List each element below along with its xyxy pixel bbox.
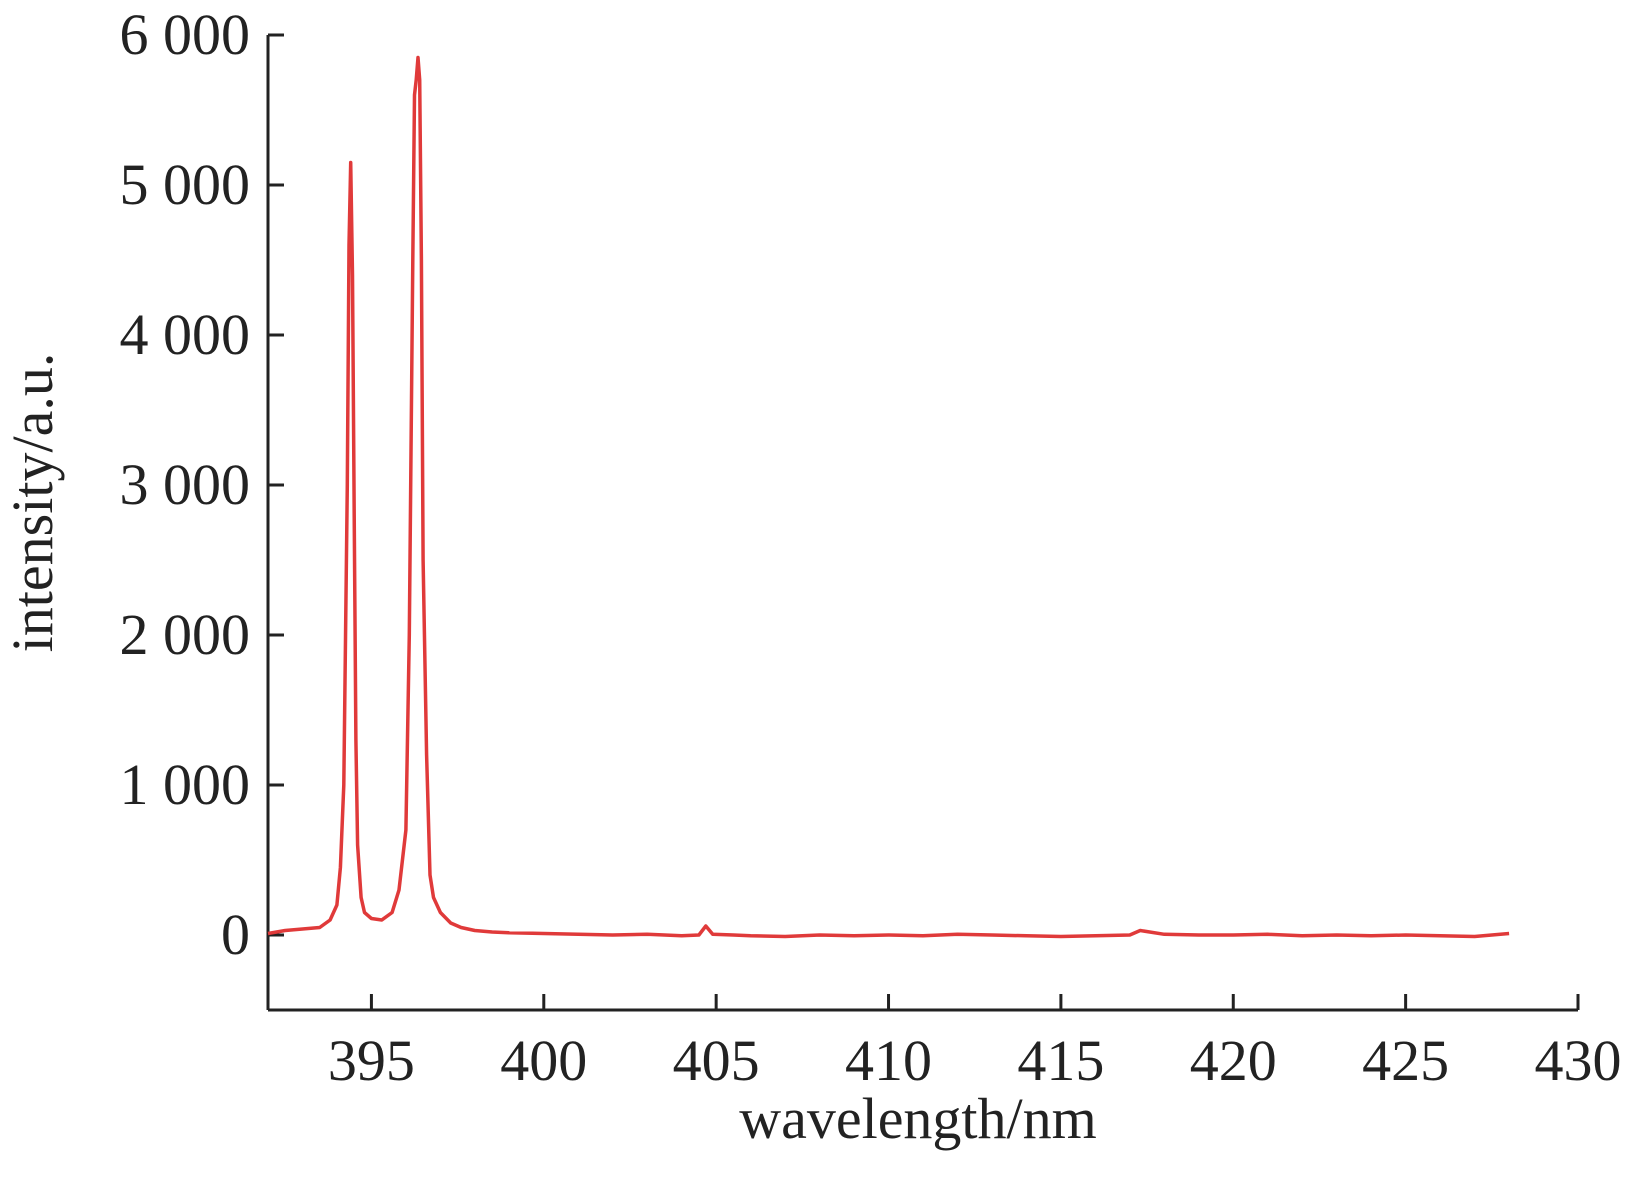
y-axis-title: intensity/a.u. [0, 353, 65, 653]
x-tick-label: 400 [500, 1028, 587, 1093]
axes [266, 35, 1578, 1012]
x-axis-title: wavelength/nm [739, 1086, 1097, 1151]
y-tick-label: 1 000 [120, 752, 251, 817]
x-tick-label: 395 [328, 1028, 415, 1093]
x-tick-label: 415 [1017, 1028, 1104, 1093]
x-ticks: 395 400 405 410 415 420 425 430 [328, 994, 1622, 1093]
y-tick-label: 5 000 [120, 152, 251, 217]
y-tick-label: 6 000 [120, 2, 251, 67]
x-tick-label: 410 [845, 1028, 932, 1093]
x-tick-label: 430 [1535, 1028, 1622, 1093]
x-tick-label: 425 [1362, 1028, 1449, 1093]
y-ticks: 0 1 000 2 000 3 000 4 000 5 000 6 000 [120, 2, 284, 967]
series-layer [267, 55, 1510, 939]
x-tick-label: 420 [1190, 1028, 1277, 1093]
y-tick-label: 2 000 [120, 602, 251, 667]
y-tick-label: 4 000 [120, 302, 251, 367]
y-tick-label: 3 000 [120, 452, 251, 517]
spectrum-line [267, 55, 1510, 939]
y-tick-label: 0 [221, 902, 250, 967]
x-tick-label: 405 [673, 1028, 760, 1093]
